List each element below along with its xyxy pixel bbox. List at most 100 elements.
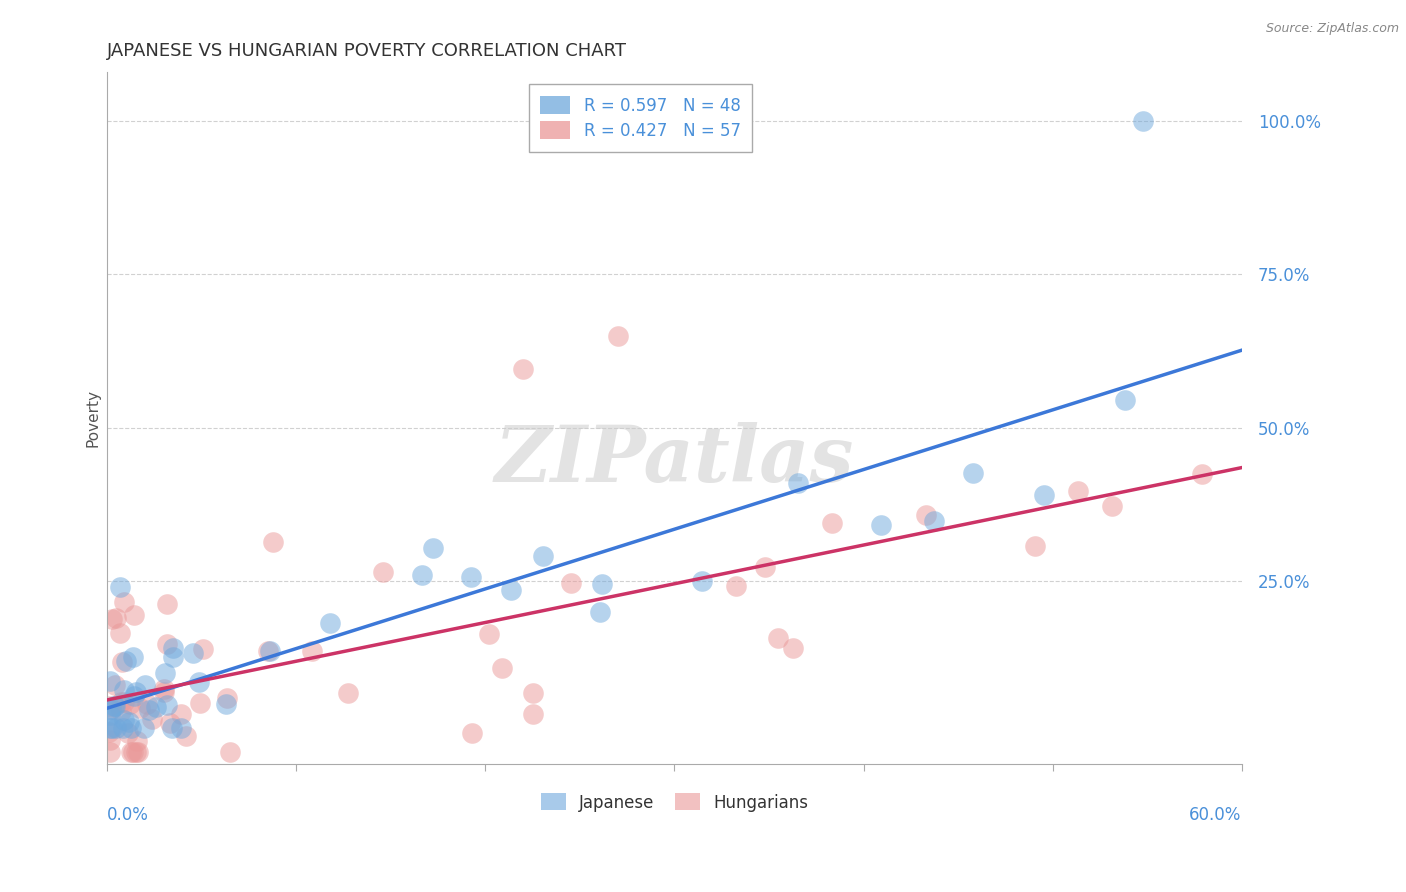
Point (120, 721, 142, 735)
Y-axis label: Poverty: Poverty (86, 389, 100, 448)
Point (1191, 467, 1213, 482)
Text: 0.0%: 0.0% (107, 805, 149, 824)
Point (766, 631, 789, 645)
Point (153, 685, 176, 699)
Point (118, 697, 141, 711)
Point (120, 745, 142, 759)
Point (522, 707, 544, 722)
Point (117, 726, 139, 740)
Point (319, 616, 342, 631)
Point (101, 612, 124, 626)
Point (501, 583, 523, 598)
Point (156, 698, 179, 713)
Point (606, 328, 628, 343)
Point (215, 697, 238, 711)
Point (112, 694, 135, 708)
Point (821, 516, 844, 531)
Point (98, 698, 121, 713)
Point (478, 626, 501, 640)
Point (100, 702, 122, 716)
Point (191, 641, 214, 656)
Point (460, 569, 482, 583)
Point (134, 678, 156, 692)
Point (156, 637, 179, 651)
Point (170, 706, 193, 721)
Point (259, 644, 281, 658)
Point (141, 712, 163, 726)
Point (145, 699, 167, 714)
Point (371, 565, 394, 579)
Point (103, 699, 125, 714)
Point (153, 665, 176, 680)
Point (217, 690, 239, 705)
Point (531, 549, 554, 564)
Point (754, 560, 776, 574)
Point (110, 695, 132, 709)
Point (591, 577, 613, 591)
Point (461, 726, 484, 740)
Point (162, 641, 184, 656)
Point (188, 696, 211, 710)
Point (256, 644, 278, 658)
Point (98, 708, 121, 723)
Point (138, 703, 160, 717)
Point (122, 690, 145, 704)
Point (188, 675, 211, 690)
Point (169, 721, 191, 735)
Point (262, 535, 284, 549)
Point (100, 745, 122, 759)
Point (127, 745, 149, 759)
Point (104, 678, 127, 692)
Point (110, 580, 132, 594)
Point (118, 715, 141, 730)
Point (111, 655, 134, 669)
Point (1132, 114, 1154, 128)
Point (1114, 393, 1136, 408)
Point (105, 721, 128, 735)
Point (786, 476, 808, 491)
Point (1024, 539, 1046, 553)
Point (132, 721, 155, 735)
Point (522, 686, 544, 700)
Point (337, 686, 360, 700)
Point (162, 649, 184, 664)
Point (422, 541, 444, 556)
Point (98, 733, 121, 747)
Point (100, 701, 122, 715)
Point (181, 646, 204, 660)
Point (560, 576, 582, 591)
Point (122, 649, 145, 664)
Point (301, 643, 323, 657)
Legend: Japanese, Hungarians: Japanese, Hungarians (534, 787, 814, 818)
Point (104, 699, 127, 714)
Text: JAPANESE VS HUNGARIAN POVERTY CORRELATION CHART: JAPANESE VS HUNGARIAN POVERTY CORRELATIO… (107, 42, 627, 60)
Point (125, 745, 148, 759)
Point (135, 697, 157, 711)
Point (153, 681, 176, 696)
Point (159, 715, 181, 730)
Point (174, 729, 197, 743)
Point (491, 660, 513, 674)
Point (104, 611, 127, 625)
Point (98, 724, 121, 739)
Point (98, 721, 121, 735)
Point (111, 721, 134, 735)
Point (160, 721, 183, 735)
Point (125, 685, 148, 699)
Point (115, 654, 138, 668)
Point (98, 673, 121, 688)
Point (122, 608, 145, 623)
Point (110, 704, 132, 718)
Point (219, 745, 242, 759)
Point (512, 362, 534, 376)
Point (112, 713, 135, 727)
Point (156, 597, 179, 611)
Text: ZIPatlas: ZIPatlas (495, 422, 855, 498)
Point (782, 640, 804, 655)
Point (962, 467, 984, 481)
Point (1067, 484, 1090, 499)
Point (690, 574, 713, 589)
Point (1101, 499, 1123, 513)
Point (112, 682, 135, 697)
Point (915, 508, 938, 523)
